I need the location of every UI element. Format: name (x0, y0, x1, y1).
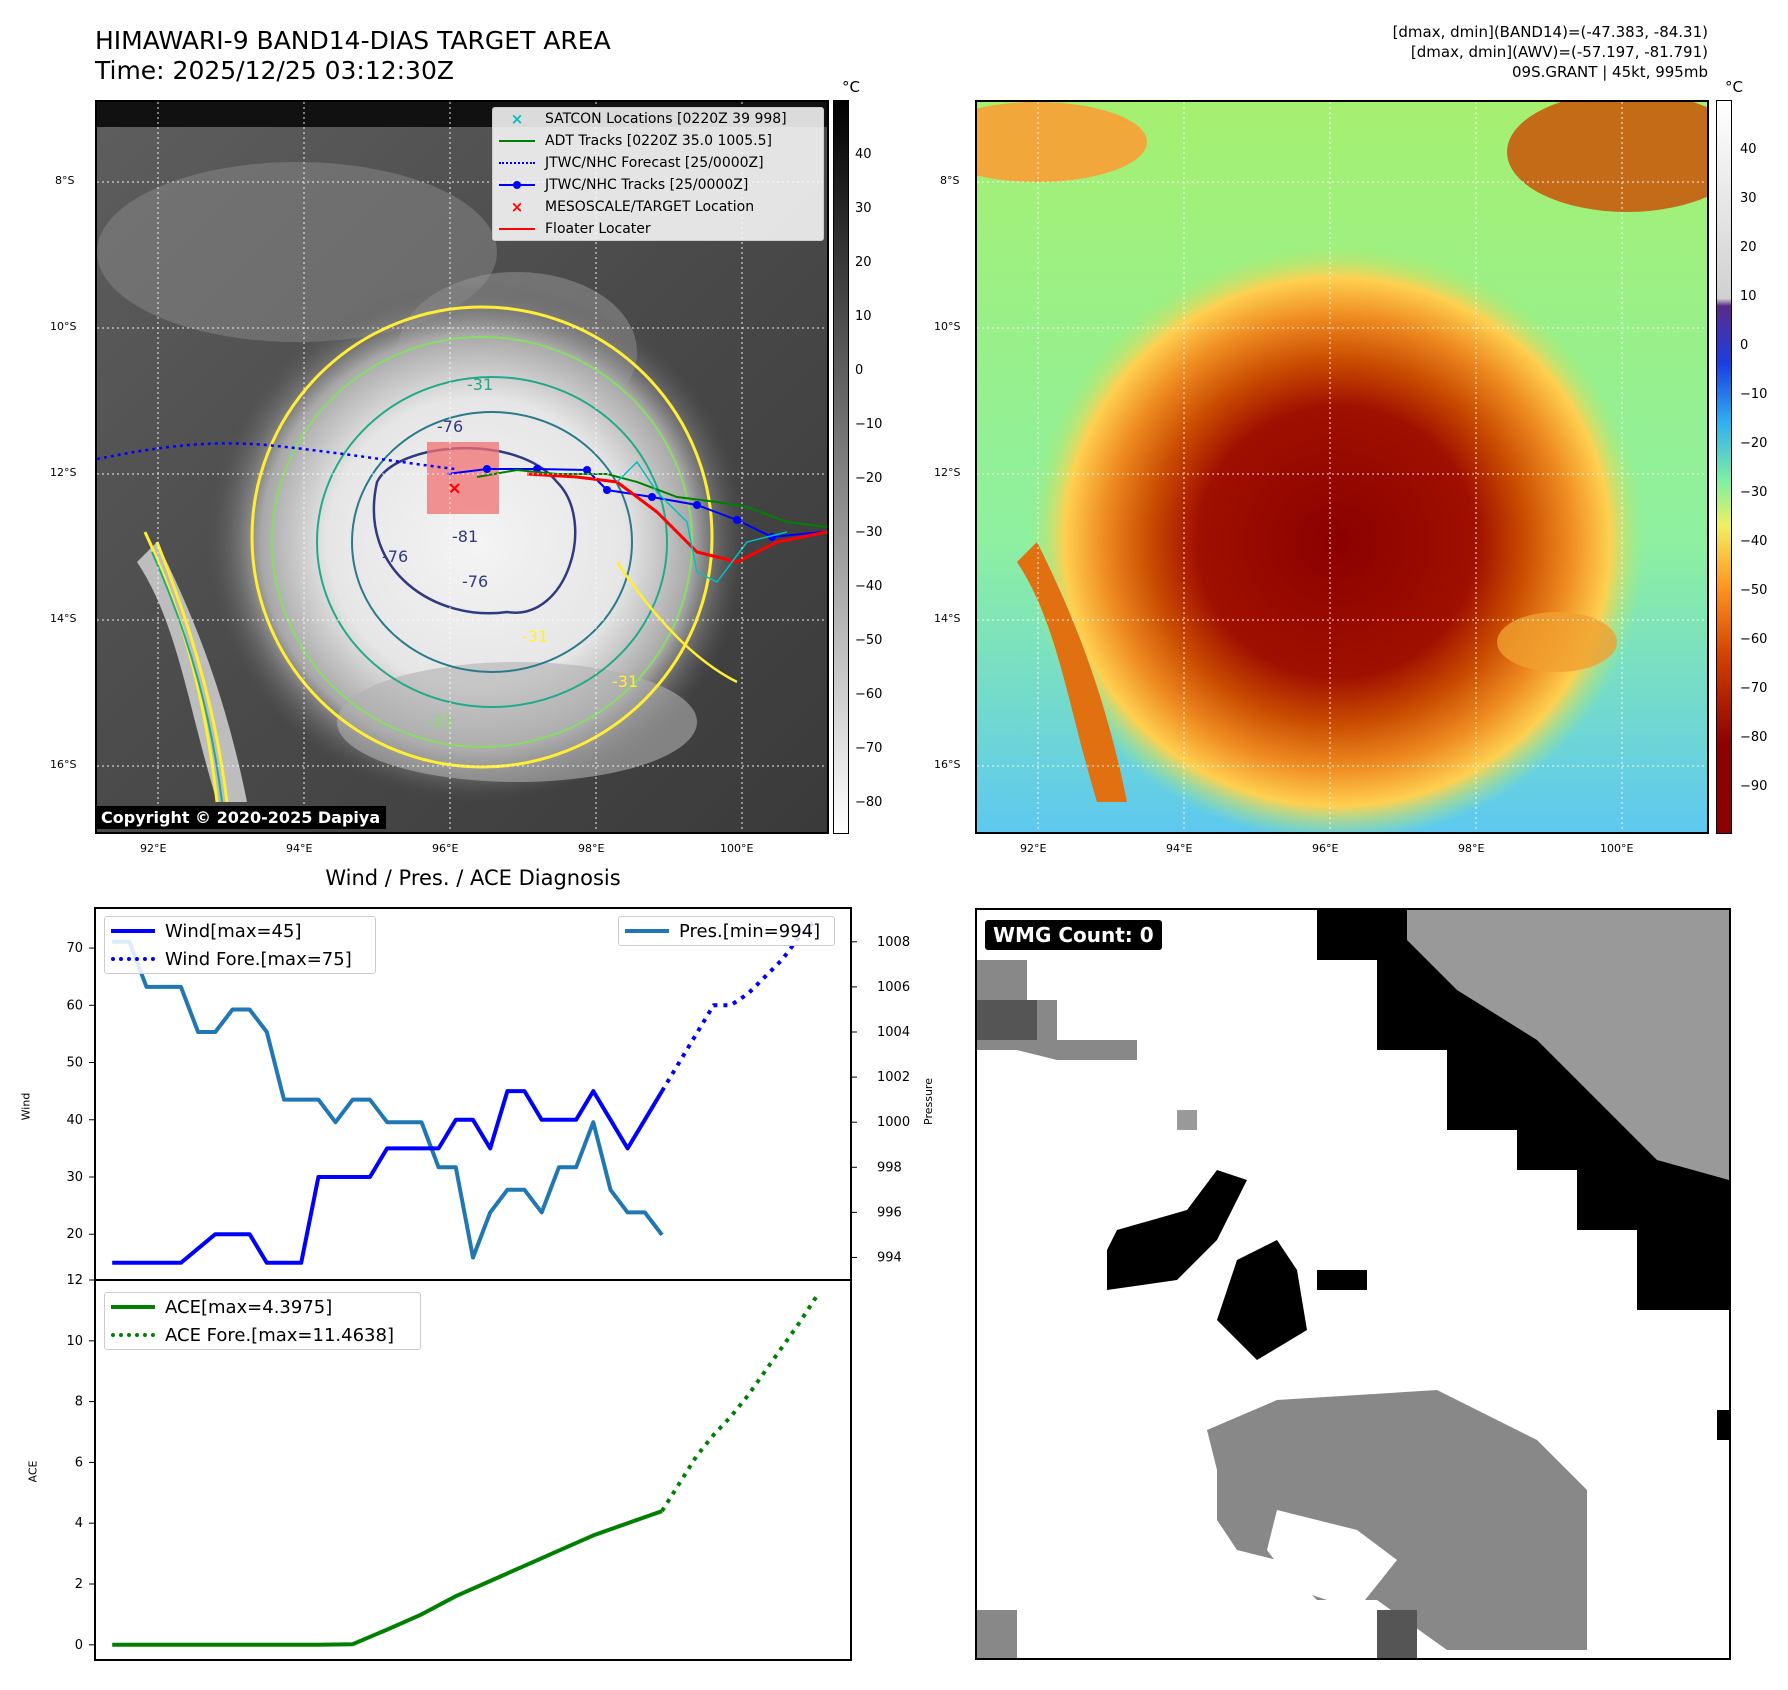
contour-label: -31 (467, 375, 493, 394)
legend-target: × MESOSCALE/TARGET Location (510, 198, 755, 216)
diagnosis-chart: 7060504030201008100610041002100099899699… (66, 907, 910, 1661)
ace-plot-frame (94, 1279, 852, 1661)
legend-adt: ADT Tracks [0220Z 35.0 1005.5] (493, 130, 823, 152)
ir-map-image: × -31 -81 -76 -76 -31 -31 -31 -76 (97, 102, 827, 832)
copyright-badge: Copyright © 2020-2025 Dapiya (95, 806, 387, 829)
pressure-tick-label: 1004 (877, 1025, 910, 1040)
lon-tick: 94°E (1166, 842, 1193, 855)
wind-tick-label: 50 (66, 1056, 83, 1071)
pressure-tick-label: 994 (877, 1250, 902, 1265)
lon-tick: 92°E (1020, 842, 1047, 855)
lat-tick: 12°S (934, 466, 961, 479)
pressure-tick-label: 1008 (877, 935, 910, 950)
lon-tick: 94°E (286, 842, 313, 855)
pressure-legend: Pres.[min=994] (618, 916, 835, 946)
lat-tick: 14°S (50, 612, 77, 625)
ace-legend: ACE[max=4.3975] ACE Fore.[max=11.4638] (104, 1292, 421, 1350)
contour-label: -31 (427, 712, 453, 731)
lat-tick: 16°S (934, 758, 961, 771)
wmg-panel (975, 908, 1731, 1660)
lon-tick: 98°E (1458, 842, 1485, 855)
legend-ace: ACE[max=4.3975] (105, 1293, 420, 1321)
ace-tick-label: 4 (75, 1516, 83, 1531)
lon-tick: 100°E (1600, 842, 1634, 855)
color-map-panel (975, 100, 1709, 834)
legend-jtwc-forecast: JTWC/NHC Forecast [25/0000Z] (493, 152, 823, 174)
lat-tick: 12°S (50, 466, 77, 479)
legend-satcon: × SATCON Locations [0220Z 39 998] (510, 110, 787, 128)
stats-awv: [dmax, dmin](AWV)=(-57.197, -81.791) (1410, 43, 1708, 61)
legend-floater: Floater Locater (493, 218, 823, 240)
ir-map-panel: × -31 -81 -76 -76 -31 -31 -31 -76 × SATCO… (95, 100, 829, 834)
pressure-ylabel: Pressure (921, 1078, 935, 1125)
ace-tick-label: 10 (66, 1334, 83, 1349)
color-colorbar-unit: °C (1725, 78, 1743, 96)
pressure-tick-label: 1006 (877, 980, 910, 995)
storm-info: 09S.GRANT | 45kt, 995mb (1511, 63, 1708, 81)
legend-wind-forecast: Wind Fore.[max=75] (105, 945, 375, 973)
wind-tick-label: 30 (66, 1170, 83, 1185)
gray-colorbar-unit: °C (842, 78, 860, 96)
contour-label: -31 (612, 672, 638, 691)
pressure-tick-label: 996 (877, 1205, 902, 1220)
lon-tick: 100°E (720, 842, 754, 855)
color-map-image (977, 102, 1707, 832)
ace-tick-label: 6 (75, 1455, 83, 1470)
lat-tick: 8°S (55, 174, 75, 187)
ace-tick-label: 12 (66, 1273, 83, 1288)
wind-line (112, 1089, 664, 1265)
title-line-2: Time: 2025/12/25 03:12:30Z (95, 56, 454, 85)
wind-legend: Wind[max=45] Wind Fore.[max=75] (104, 916, 376, 974)
wind-tick-label: 20 (66, 1227, 83, 1242)
lat-tick: 10°S (934, 320, 961, 333)
title-line-1: HIMAWARI-9 BAND14-DIAS TARGET AREA (95, 26, 611, 55)
gray-colorbar (833, 100, 849, 834)
wind-forecast-line (660, 917, 819, 1093)
lon-tick: 96°E (432, 842, 459, 855)
lon-tick: 96°E (1312, 842, 1339, 855)
ace-forecast-line (660, 1295, 819, 1513)
wind-tick-label: 70 (66, 941, 83, 956)
legend-ace-forecast: ACE Fore.[max=11.4638] (105, 1321, 420, 1349)
wind-ylabel: Wind (19, 1092, 33, 1121)
legend-wind: Wind[max=45] (105, 917, 375, 945)
pressure-line (112, 939, 664, 1260)
svg-text:×: × (447, 478, 462, 499)
wind-tick-label: 40 (66, 1113, 83, 1128)
wmg-image (977, 910, 1729, 1658)
contour-label: -76 (382, 547, 408, 566)
wind-tick-label: 60 (66, 998, 83, 1013)
legend-jtwc-tracks: JTWC/NHC Tracks [25/0000Z] (493, 174, 823, 196)
color-colorbar (1716, 100, 1732, 834)
lon-tick: 98°E (578, 842, 605, 855)
diagnosis-title: Wind / Pres. / ACE Diagnosis (325, 866, 621, 890)
ace-tick-label: 0 (75, 1638, 83, 1653)
ace-line (112, 1509, 663, 1647)
ace-tick-label: 8 (75, 1395, 83, 1410)
lat-tick: 10°S (50, 320, 77, 333)
contour-label: -76 (462, 572, 488, 591)
lon-tick: 92°E (140, 842, 167, 855)
contour-label: -76 (437, 417, 463, 436)
stats-block: [dmax, dmin](BAND14)=(-47.383, -84.31) [… (1393, 22, 1708, 82)
lat-tick: 16°S (50, 758, 77, 771)
lat-tick: 8°S (940, 174, 960, 187)
contour-label: -81 (452, 527, 478, 546)
figure-title: HIMAWARI-9 BAND14-DIAS TARGET AREA Time:… (95, 26, 611, 86)
lat-tick: 14°S (934, 612, 961, 625)
pressure-tick-label: 1000 (877, 1115, 910, 1130)
ace-ylabel: ACE (26, 1460, 40, 1483)
legend-pressure: Pres.[min=994] (619, 917, 834, 945)
pressure-tick-label: 1002 (877, 1070, 910, 1085)
stats-band14: [dmax, dmin](BAND14)=(-47.383, -84.31) (1392, 23, 1708, 41)
pressure-tick-label: 998 (877, 1160, 902, 1175)
contour-label: -31 (522, 627, 548, 646)
track-legend: × SATCON Locations [0220Z 39 998] ADT Tra… (492, 107, 824, 241)
wmg-count-badge: WMG Count: 0 (985, 920, 1162, 950)
ace-tick-label: 2 (75, 1577, 83, 1592)
